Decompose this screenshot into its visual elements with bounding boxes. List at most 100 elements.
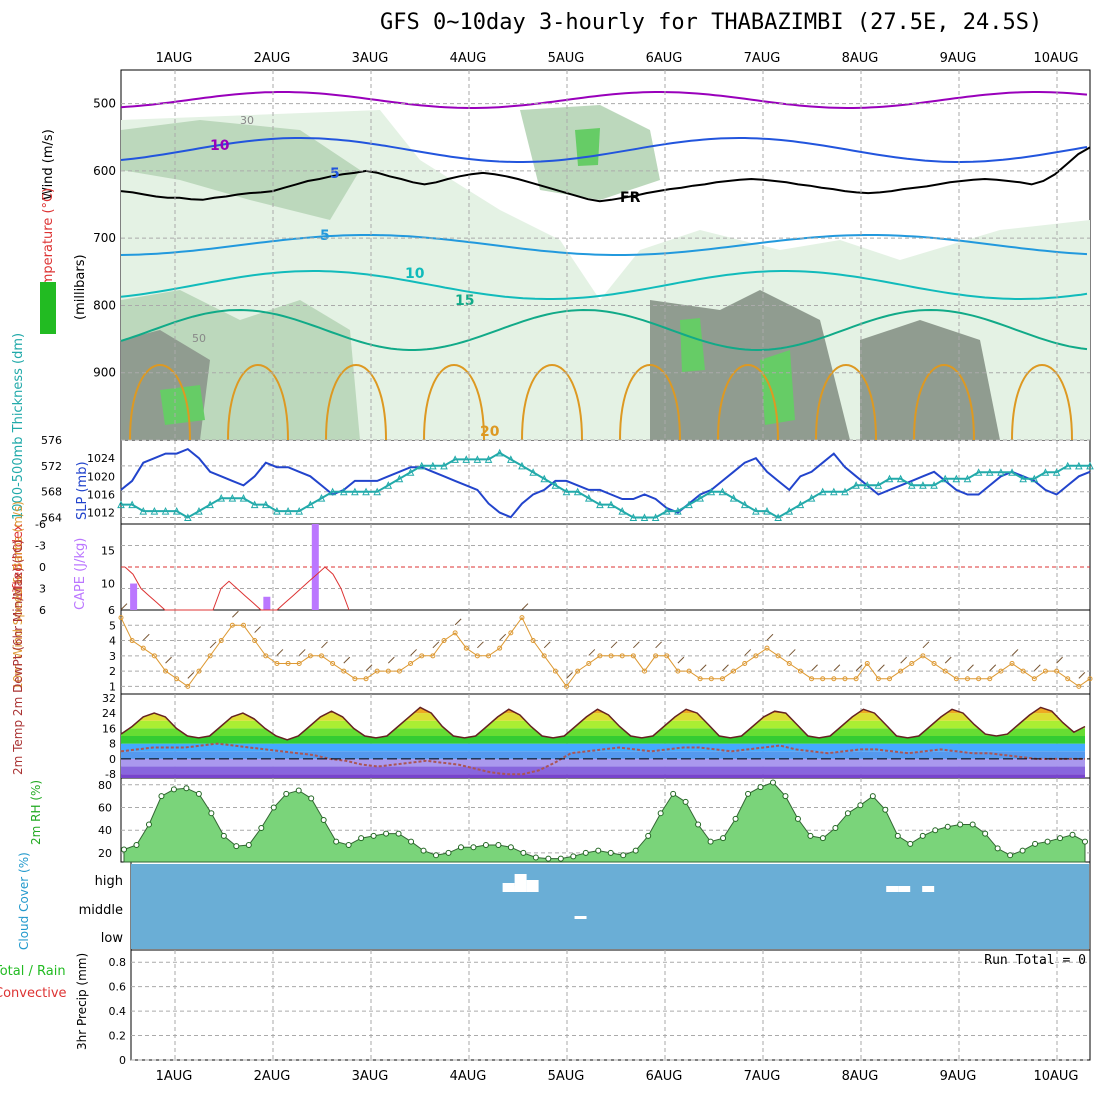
temp-band (121, 736, 1085, 744)
wind-barb (187, 672, 195, 679)
rh2m-point (121, 846, 127, 853)
thickness-point (785, 506, 794, 515)
wind-point (1031, 676, 1037, 682)
wind-barb (811, 664, 818, 672)
thickness-point (796, 500, 805, 509)
ylabel-cloud: Cloud Cover (%) (17, 852, 31, 950)
thickness-point (473, 455, 482, 463)
contour-label: 5 (330, 166, 340, 182)
wind-point (1009, 660, 1015, 666)
wind-point (753, 653, 759, 659)
thickness-point (306, 500, 315, 509)
thickness-point (540, 474, 549, 483)
wind-speed-line (120, 616, 1091, 688)
cape-bar (311, 524, 319, 610)
rh2m-point (333, 838, 340, 845)
date-label-bottom: 10AUG (1033, 1069, 1078, 1084)
rh2m-point (1069, 831, 1076, 838)
rh2m-point (932, 827, 939, 834)
date-label-top: 9AUG (940, 51, 977, 66)
thickness-point (429, 461, 437, 470)
wind-barb (766, 633, 774, 641)
pressure-tick-label: 500 (93, 97, 116, 111)
thickness-point (384, 481, 393, 489)
thickness-point (128, 500, 136, 509)
wind-point (330, 660, 336, 666)
wind-point (942, 668, 948, 674)
contour-plus15 (120, 308, 1088, 352)
rh2m-point (1082, 838, 1088, 845)
wind-barb (744, 649, 752, 656)
wind-point (931, 660, 937, 666)
thickness-point (1019, 474, 1027, 483)
wind-point (118, 615, 124, 621)
date-label-bottom: 7AUG (744, 1069, 781, 1084)
wind-barb (142, 633, 150, 641)
temp-band (121, 713, 1085, 721)
wind-barb (521, 603, 529, 610)
rh2m-point (882, 806, 889, 813)
thickness-point (507, 455, 515, 463)
pressure-tick-label: 900 (93, 366, 116, 380)
thickness-point (763, 506, 771, 515)
rh2m-point (383, 830, 390, 837)
wind-barb (944, 656, 952, 664)
thickness-point (863, 481, 872, 489)
slp-tick-label: 1024 (87, 452, 115, 465)
rh2m-point (894, 832, 901, 839)
rh2m-point (170, 786, 177, 793)
rh2m-point (445, 849, 452, 856)
thickness-point (518, 461, 526, 470)
rh2m-point (707, 838, 714, 845)
rh-contour-label: 30 (240, 114, 254, 127)
rh2m-point (695, 821, 702, 828)
rh2m-point (857, 802, 864, 809)
wind-point (797, 668, 803, 674)
ylabel-temp2m: 2m Temp 2m DewPt (6hr Min/Max) (°C) (11, 540, 25, 775)
thickness-point (584, 494, 593, 502)
wind-barb (365, 664, 373, 672)
rh2m-point (433, 852, 440, 859)
rh2m-point (545, 855, 552, 862)
date-label-bottom: 3AUG (352, 1069, 389, 1084)
wind-point (775, 653, 781, 659)
wind-point (341, 668, 347, 674)
pressure-tick-label: 600 (93, 164, 116, 178)
ylabel-wind10: 10m Wind Speed & Barbs (m/s) (11, 501, 25, 690)
thickness-point (774, 513, 782, 522)
thickness-point (362, 487, 370, 496)
wind-tick-label: 4 (109, 635, 116, 648)
wind-barb (254, 626, 262, 633)
contour-plus20 (325, 364, 387, 441)
wind-barb (499, 633, 507, 641)
wind-barb (276, 649, 284, 656)
axes-layer: 1AUG 1AUG 2AUG 2AUG 3AUG 3AUG 4AUG 4AUG 5AUG 5AUG… (0, 51, 1079, 1084)
thickness-point (685, 500, 693, 509)
thickness-point (395, 474, 404, 483)
ylabel-rh2m: 2m RH (%) (29, 780, 43, 845)
rh2m-point (283, 790, 290, 797)
thickness-point (139, 506, 148, 515)
thickness-tick-label: 576 (41, 434, 62, 447)
thickness-point (830, 487, 838, 496)
thickness-point (930, 481, 938, 489)
date-label-bottom: 6AUG (646, 1069, 683, 1084)
thickness-point (618, 506, 627, 515)
lifted-tick-label: -3 (35, 540, 46, 553)
temp-band (121, 766, 1085, 775)
wind-tick-label: 3 (109, 650, 116, 663)
wind-tick-label: 5 (109, 619, 116, 632)
thickness-tick-label: 572 (41, 460, 62, 473)
rh-shade-region (760, 350, 795, 425)
thickness-point (484, 455, 493, 463)
ylabel-thickness: 1000-500mb Thickness (dm) (11, 333, 26, 520)
thickness-tick-label: 564 (41, 512, 62, 525)
thickness-point (339, 487, 348, 496)
thickness-point (985, 468, 994, 476)
thickness-point (919, 481, 927, 489)
cape-bar (130, 583, 138, 610)
wind-point (207, 653, 213, 659)
contour-plus20 (619, 364, 681, 441)
wind-point (452, 630, 458, 636)
wind-point (552, 668, 558, 674)
